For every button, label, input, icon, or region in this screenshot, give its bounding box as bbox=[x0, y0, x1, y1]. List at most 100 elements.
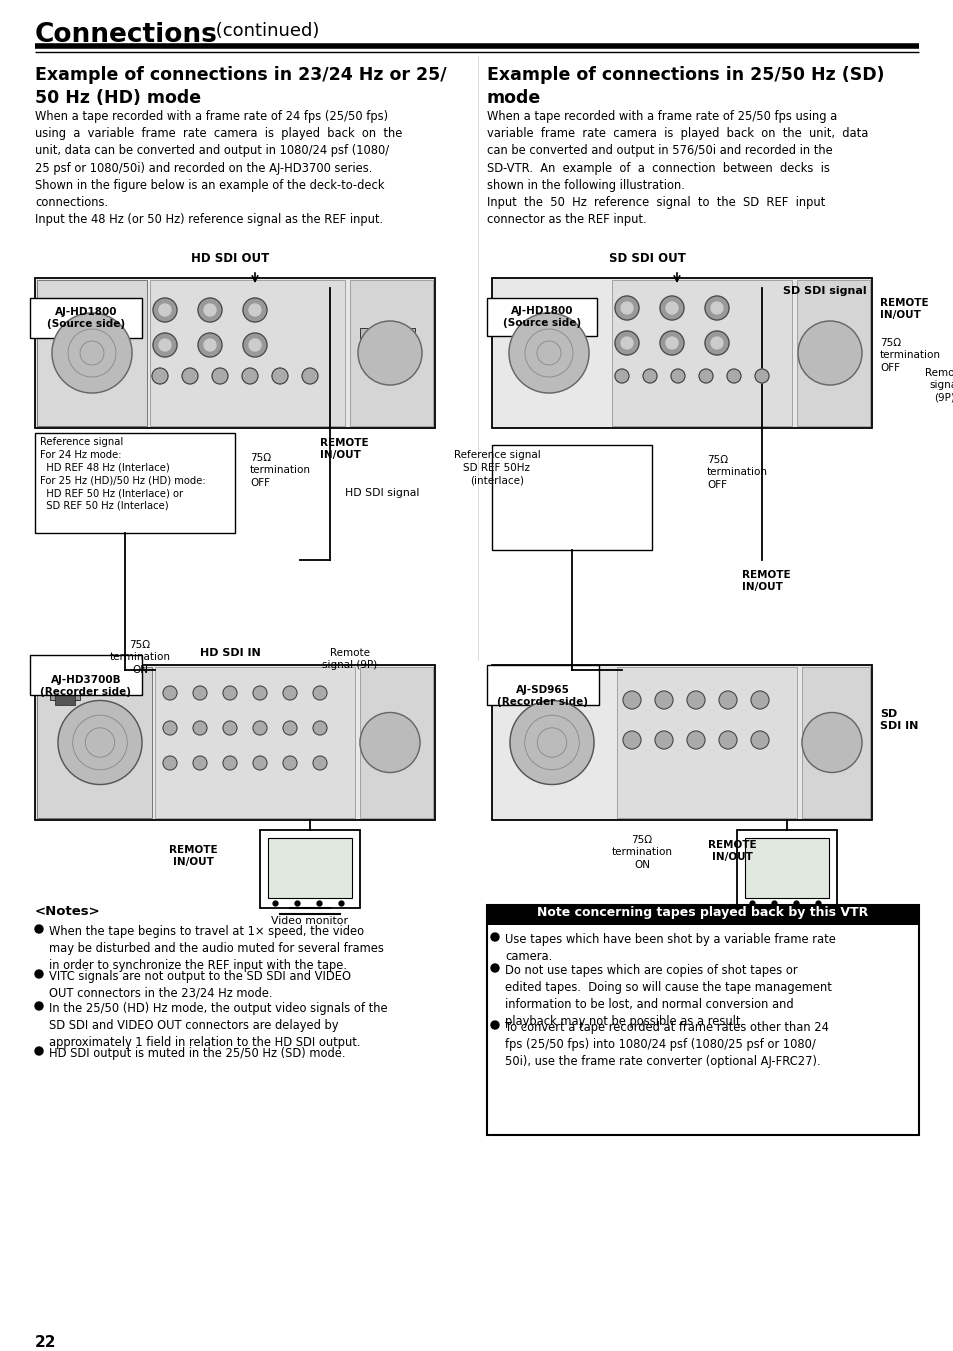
Bar bbox=[492, 444, 651, 550]
Bar bbox=[35, 434, 234, 534]
Circle shape bbox=[726, 369, 740, 382]
Bar bbox=[492, 665, 871, 820]
Text: Video monitor: Video monitor bbox=[748, 916, 824, 925]
Text: AJ-HD1800
(Source side): AJ-HD1800 (Source side) bbox=[502, 305, 580, 328]
Text: HD SDI output is muted in the 25/50 Hz (SD) mode.: HD SDI output is muted in the 25/50 Hz (… bbox=[49, 1047, 345, 1061]
Circle shape bbox=[253, 757, 267, 770]
Text: When a tape recorded with a frame rate of 24 fps (25/50 fps)
using  a  variable : When a tape recorded with a frame rate o… bbox=[35, 109, 402, 226]
Bar bbox=[37, 280, 147, 426]
Circle shape bbox=[58, 701, 142, 785]
Text: REMOTE
IN/OUT: REMOTE IN/OUT bbox=[707, 840, 756, 862]
Circle shape bbox=[622, 690, 640, 709]
Text: 22: 22 bbox=[35, 1335, 56, 1350]
Circle shape bbox=[182, 367, 198, 384]
Circle shape bbox=[163, 757, 177, 770]
Text: HD SDI IN: HD SDI IN bbox=[199, 648, 260, 658]
Circle shape bbox=[510, 701, 594, 785]
Text: REMOTE
IN/OUT: REMOTE IN/OUT bbox=[169, 844, 217, 866]
Text: (continued): (continued) bbox=[210, 22, 319, 41]
Circle shape bbox=[283, 686, 296, 700]
Bar bbox=[35, 665, 435, 820]
Circle shape bbox=[283, 757, 296, 770]
Bar bbox=[350, 280, 433, 426]
Text: Video monitor: Video monitor bbox=[272, 916, 348, 925]
Bar bbox=[796, 280, 869, 426]
Circle shape bbox=[670, 369, 684, 382]
Text: 75Ω
termination
ON: 75Ω termination ON bbox=[110, 640, 171, 674]
Text: Example of connections in 23/24 Hz or 25/
50 Hz (HD) mode: Example of connections in 23/24 Hz or 25… bbox=[35, 66, 446, 107]
Circle shape bbox=[704, 296, 728, 320]
Circle shape bbox=[35, 925, 43, 934]
Text: When the tape begins to travel at 1× speed, the video
may be disturbed and the a: When the tape begins to travel at 1× spe… bbox=[49, 925, 383, 971]
Circle shape bbox=[750, 731, 768, 748]
Circle shape bbox=[193, 757, 207, 770]
Circle shape bbox=[754, 369, 768, 382]
Circle shape bbox=[159, 304, 171, 316]
Text: <Notes>: <Notes> bbox=[35, 905, 101, 917]
Text: VITC signals are not output to the SD SDI and VIDEO
OUT connectors in the 23/24 : VITC signals are not output to the SD SD… bbox=[49, 970, 351, 1000]
Bar bbox=[612, 280, 791, 426]
Bar bbox=[744, 838, 828, 898]
Circle shape bbox=[719, 731, 737, 748]
Bar bbox=[37, 667, 152, 817]
Text: Remote
signal
(9P): Remote signal (9P) bbox=[924, 367, 953, 403]
Text: AJ-HD1800
(Source side): AJ-HD1800 (Source side) bbox=[47, 307, 125, 330]
Circle shape bbox=[223, 757, 236, 770]
Circle shape bbox=[313, 757, 327, 770]
Circle shape bbox=[509, 313, 588, 393]
Text: Reference signal
SD REF 50Hz
(interlace): Reference signal SD REF 50Hz (interlace) bbox=[453, 450, 539, 485]
Text: 75Ω
termination
OFF: 75Ω termination OFF bbox=[879, 338, 940, 373]
Circle shape bbox=[615, 331, 639, 355]
Circle shape bbox=[163, 686, 177, 700]
Text: Note concerning tapes played back by this VTR: Note concerning tapes played back by thi… bbox=[537, 907, 868, 919]
Circle shape bbox=[665, 303, 678, 313]
Circle shape bbox=[272, 367, 288, 384]
Bar bbox=[268, 838, 352, 898]
Circle shape bbox=[204, 304, 215, 316]
Circle shape bbox=[223, 686, 236, 700]
Text: SD SDI OUT: SD SDI OUT bbox=[608, 253, 684, 265]
Circle shape bbox=[659, 331, 683, 355]
Circle shape bbox=[642, 369, 657, 382]
Bar bbox=[260, 830, 359, 908]
Circle shape bbox=[212, 367, 228, 384]
Circle shape bbox=[163, 721, 177, 735]
Circle shape bbox=[615, 296, 639, 320]
Circle shape bbox=[243, 332, 267, 357]
Text: SD
SDI IN: SD SDI IN bbox=[879, 709, 918, 731]
Text: REMOTE
IN/OUT: REMOTE IN/OUT bbox=[319, 438, 368, 459]
Bar bbox=[35, 278, 435, 428]
Bar bbox=[359, 328, 415, 349]
Text: Use tapes which have been shot by a variable frame rate
camera.: Use tapes which have been shot by a vari… bbox=[504, 934, 835, 963]
Bar bbox=[801, 667, 869, 817]
Text: Reference signal
For 24 Hz mode:
  HD REF 48 Hz (Interlace)
For 25 Hz (HD)/50 Hz: Reference signal For 24 Hz mode: HD REF … bbox=[40, 436, 206, 511]
Circle shape bbox=[313, 721, 327, 735]
Circle shape bbox=[699, 369, 712, 382]
Bar bbox=[359, 667, 433, 817]
Text: REMOTE
IN/OUT: REMOTE IN/OUT bbox=[741, 570, 790, 592]
Circle shape bbox=[249, 339, 261, 351]
Text: 75Ω
termination
OFF: 75Ω termination OFF bbox=[706, 455, 767, 490]
Circle shape bbox=[710, 336, 722, 349]
Circle shape bbox=[659, 296, 683, 320]
Circle shape bbox=[357, 322, 421, 385]
Bar bbox=[150, 280, 345, 426]
Bar bbox=[30, 655, 142, 694]
Circle shape bbox=[655, 690, 672, 709]
Text: Connections: Connections bbox=[35, 22, 217, 49]
Circle shape bbox=[159, 339, 171, 351]
Circle shape bbox=[704, 331, 728, 355]
Circle shape bbox=[152, 299, 177, 322]
Bar bbox=[486, 905, 918, 1135]
Circle shape bbox=[719, 690, 737, 709]
Circle shape bbox=[242, 367, 257, 384]
Circle shape bbox=[491, 965, 498, 971]
Text: REMOTE
IN/OUT: REMOTE IN/OUT bbox=[879, 299, 927, 320]
Circle shape bbox=[302, 367, 317, 384]
Circle shape bbox=[193, 721, 207, 735]
Text: When a tape recorded with a frame rate of 25/50 fps using a
variable  frame  rat: When a tape recorded with a frame rate o… bbox=[486, 109, 867, 226]
Circle shape bbox=[665, 336, 678, 349]
Circle shape bbox=[686, 690, 704, 709]
Circle shape bbox=[801, 712, 862, 773]
Circle shape bbox=[198, 332, 222, 357]
